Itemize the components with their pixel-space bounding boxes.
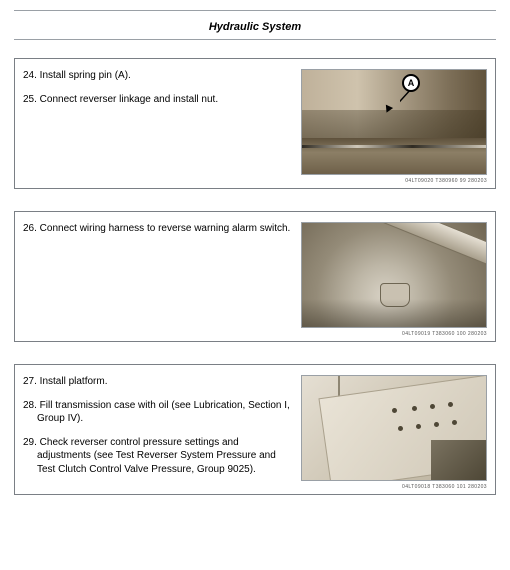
- bolt-icon: [412, 406, 417, 411]
- step-text: 26. Connect wiring harness to reverse wa…: [23, 222, 293, 236]
- step-text: 25. Connect reverser linkage and install…: [23, 93, 293, 107]
- photo-shade: [302, 138, 486, 174]
- photo-caption: 04LT09019 T383060 100 280203: [301, 331, 487, 337]
- step-row: 26. Connect wiring harness to reverse wa…: [23, 222, 487, 337]
- bolt-icon: [452, 420, 457, 425]
- step-row: 24. Install spring pin (A). 25. Connect …: [23, 69, 487, 184]
- photo-col: A 04LT09020 T380960 99 280203: [301, 69, 487, 184]
- photo-shade: [302, 110, 486, 138]
- step-text: 29. Check reverser control pressure sett…: [23, 436, 293, 477]
- step-text-col: 27. Install platform. 28. Fill transmiss…: [23, 375, 301, 486]
- step-text-col: 24. Install spring pin (A). 25. Connect …: [23, 69, 301, 116]
- photo-bar: [302, 145, 486, 148]
- step-photo-2: [301, 222, 487, 328]
- step-text: 27. Install platform.: [23, 375, 293, 389]
- callout-leader-icon: [400, 88, 424, 118]
- bolt-icon: [398, 426, 403, 431]
- bolt-icon: [448, 402, 453, 407]
- bolt-icon: [430, 404, 435, 409]
- step-text-col: 26. Connect wiring harness to reverse wa…: [23, 222, 301, 246]
- photo-caption: 04LT09020 T380960 99 280203: [301, 178, 487, 184]
- photo-caption: 04LT09018 T383060 101 280203: [301, 484, 487, 490]
- bolt-icon: [416, 424, 421, 429]
- step-photo-3: [301, 375, 487, 481]
- callout-a-icon: A: [402, 74, 420, 92]
- step-text: 28. Fill transmission case with oil (see…: [23, 399, 293, 426]
- photo-corner: [431, 440, 486, 480]
- photo-col: 04LT09019 T383060 100 280203: [301, 222, 487, 337]
- photo-tube: [346, 222, 487, 269]
- step-photo-1: A: [301, 69, 487, 175]
- photo-col: 04LT09018 T383060 101 280203: [301, 375, 487, 490]
- photo-shade: [302, 299, 486, 327]
- page: Hydraulic System 24. Install spring pin …: [0, 0, 510, 547]
- step-block-1: 24. Install spring pin (A). 25. Connect …: [14, 58, 496, 189]
- step-text: 24. Install spring pin (A).: [23, 69, 293, 83]
- step-row: 27. Install platform. 28. Fill transmiss…: [23, 375, 487, 490]
- step-block-2: 26. Connect wiring harness to reverse wa…: [14, 211, 496, 342]
- bolt-icon: [392, 408, 397, 413]
- page-title: Hydraulic System: [209, 21, 301, 33]
- page-header: Hydraulic System: [14, 10, 496, 40]
- step-block-3: 27. Install platform. 28. Fill transmiss…: [14, 364, 496, 495]
- bolt-icon: [434, 422, 439, 427]
